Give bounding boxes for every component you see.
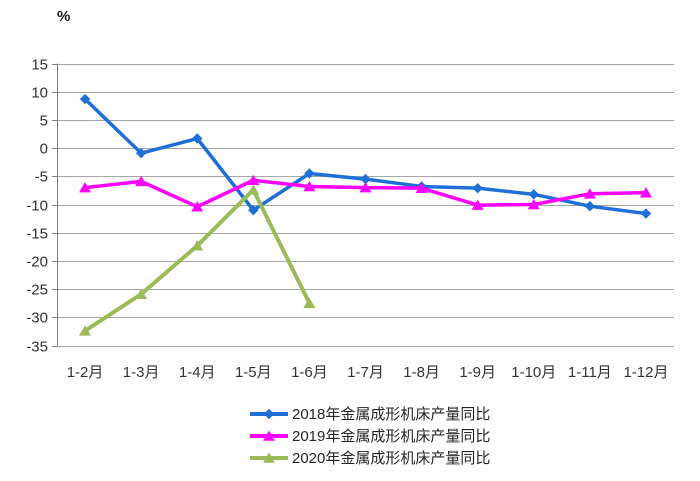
legend-label: 2020年金属成形机床产量同比	[292, 450, 491, 467]
chart-legend: 2018年金属成形机床产量同比 2019年金属成形机床产量同比 2020年金属成形机…	[249, 403, 490, 468]
x-axis-tick-label: 1-10月	[511, 364, 556, 381]
y-axis-tick-label: -5	[35, 169, 48, 186]
legend-label: 2019年金属成形机床产量同比	[292, 428, 491, 445]
x-axis-tick-label: 1-9月	[459, 364, 496, 381]
y-axis-tick-label: -20	[26, 254, 48, 271]
series-2019-triangle-marker	[79, 182, 92, 193]
series-2018-diamond-marker	[360, 173, 371, 185]
series-2019-triangle-marker	[191, 201, 204, 212]
series-2019-triangle-marker	[527, 199, 540, 210]
x-axis-tick-label: 1-6月	[291, 364, 328, 381]
legend-item-2020: 2020年金属成形机床产量同比	[249, 447, 490, 468]
x-axis-tick-label: 1-11月	[568, 364, 612, 381]
y-axis-tick-label: 10	[31, 85, 48, 102]
y-axis-tick-label: -15	[26, 226, 48, 243]
legend-item-2019: 2019年金属成形机床产量同比	[249, 425, 490, 446]
series-2018-diamond-marker	[528, 189, 539, 200]
series-2020-triangle-marker	[79, 325, 92, 336]
y-axis-tick-label: 5	[40, 113, 48, 130]
y-axis-tick-label: 0	[40, 141, 48, 158]
series-2018-diamond-marker	[640, 208, 652, 219]
legend-item-2018: 2018年金属成形机床产量同比	[249, 403, 490, 424]
series-2019-triangle-marker	[303, 180, 316, 192]
series-2018-diamond-marker	[135, 147, 147, 159]
series-2018-diamond-marker	[304, 168, 315, 179]
series-2019-triangle-marker	[135, 175, 148, 187]
series-2020-triangle-marker	[135, 288, 148, 299]
series-2020-triangle-marker	[247, 184, 260, 195]
series-2019-triangle-marker	[583, 188, 596, 199]
x-axis-tick-label: 1-2月	[67, 364, 104, 381]
x-axis-tick-label: 1-5月	[235, 364, 272, 381]
y-axis-tick-label: -35	[26, 339, 48, 356]
series-2020-triangle-marker	[303, 297, 316, 308]
x-axis-tick-label: 1-8月	[403, 364, 440, 381]
x-axis-tick-label: 1-4月	[179, 364, 216, 381]
y-axis-tick-label: 15	[31, 57, 48, 74]
series-2018-diamond-marker	[192, 133, 203, 144]
x-axis-tick-label: 1-7月	[347, 364, 384, 381]
y-axis-tick-label: -25	[26, 282, 48, 299]
series-2020-triangle-marker	[191, 240, 204, 251]
series-2018-diamond-marker	[584, 200, 596, 212]
series-2019-triangle-marker	[415, 182, 428, 193]
series-2018-diamond-marker	[79, 93, 91, 105]
y-axis-unit-label: %	[57, 8, 71, 25]
legend-marker-icon	[250, 430, 288, 441]
series-2019-triangle-marker	[359, 182, 372, 193]
series-2018-diamond-marker	[248, 204, 259, 216]
y-axis-tick-label: -10	[26, 198, 48, 215]
series-2019-triangle-marker	[639, 187, 652, 198]
legend-label: 2018年金属成形机床产量同比	[292, 406, 491, 423]
series-2019-triangle-marker	[471, 199, 484, 210]
y-axis-tick-label: -30	[26, 310, 48, 327]
series-line-2018	[83, 97, 648, 216]
series-2018-diamond-marker	[472, 182, 483, 194]
legend-marker-icon	[250, 452, 288, 463]
x-axis-tick-label: 1-3月	[123, 364, 160, 381]
legend-marker-icon	[250, 408, 288, 419]
series-2019-triangle-marker	[247, 174, 260, 186]
x-axis-tick-label: 1-12月	[623, 364, 668, 381]
